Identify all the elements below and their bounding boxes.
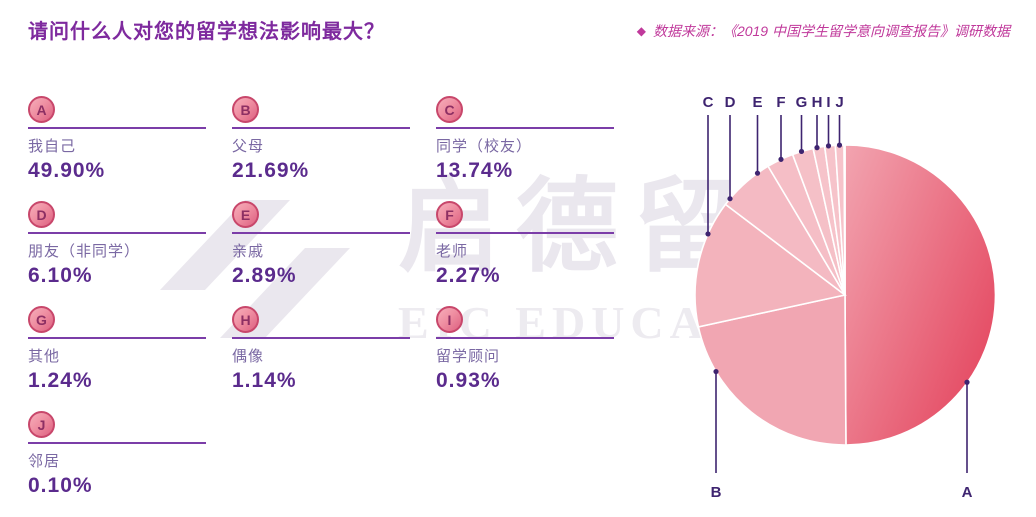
legend-badge-e: E [232, 201, 259, 228]
pie-label-I: I [826, 94, 830, 111]
legend-value: 1.24% [28, 369, 93, 392]
legend-divider [28, 127, 206, 129]
data-source: ◆ 数据来源：《2019 中国学生留学意向调查报告》调研数据 [637, 21, 1010, 41]
legend-value: 0.93% [436, 369, 501, 392]
legend-badge-a: A [28, 96, 55, 123]
legend-label: 同学（校友） [436, 138, 533, 155]
callout-dot-D [727, 196, 733, 202]
badge-letter: A [36, 101, 47, 118]
legend-item-g: G 其他 1.24% [28, 306, 232, 411]
legend-item-h: H 偶像 1.14% [232, 306, 436, 411]
pie-slice-J [843, 144, 846, 296]
legend-label: 朋友（非同学） [28, 243, 141, 260]
legend-value: 2.27% [436, 264, 501, 287]
pie-slice-C [694, 203, 847, 328]
legend-label: 我自己 [28, 138, 77, 155]
callout-dot-E [754, 170, 761, 176]
legend-divider [28, 232, 206, 234]
pie-slice-B [697, 294, 847, 446]
pie-label-G: G [796, 94, 808, 111]
pie-label-F: F [776, 94, 785, 111]
badge-letter: C [444, 101, 455, 118]
legend-divider [28, 442, 206, 444]
legend-item-e: E 亲戚 2.89% [232, 201, 436, 306]
legend-label: 老师 [436, 243, 469, 260]
pie-label-B: B [711, 484, 722, 501]
legend-item-j: J 邻居 0.10% [28, 411, 232, 516]
legend-item-i: I 留学顾问 0.93% [436, 306, 641, 411]
legend-value: 21.69% [232, 159, 310, 182]
callout-dot-C [705, 231, 711, 237]
legend-item-c: C 同学（校友） 13.74% [436, 96, 641, 201]
callout-dot-B [713, 368, 719, 375]
legend-divider [28, 337, 206, 339]
legend-label: 偶像 [232, 348, 265, 365]
legend-divider [436, 127, 614, 129]
badge-letter: E [240, 206, 251, 223]
legend-item-d: D 朋友（非同学） 6.10% [28, 201, 232, 306]
legend-value: 0.10% [28, 474, 93, 497]
legend-value: 1.14% [232, 369, 297, 392]
legend-badge-f: F [436, 201, 463, 228]
callout-dot-J [836, 142, 843, 148]
page-title: 请问什么人对您的留学想法影响最大？ [28, 21, 385, 43]
pie-slice-A [844, 144, 997, 446]
legend-label: 留学顾问 [436, 348, 501, 365]
pie-label-E: E [752, 94, 762, 111]
legend-divider [232, 127, 410, 129]
badge-letter: B [240, 101, 251, 118]
legend-badge-b: B [232, 96, 259, 123]
legend-divider [232, 337, 410, 339]
pie-slices [694, 144, 997, 446]
legend-label: 父母 [232, 138, 265, 155]
pie-label-H: H [812, 94, 823, 111]
legend-value: 2.89% [232, 264, 297, 287]
callout-dot-G [798, 148, 805, 155]
legend-value: 13.74% [436, 159, 514, 182]
badge-letter: F [445, 206, 454, 223]
legend-label: 其他 [28, 348, 61, 365]
legend-divider [436, 232, 614, 234]
legend-badge-d: D [28, 201, 55, 228]
legend-badge-i: I [436, 306, 463, 333]
pie-label-J: J [835, 94, 843, 111]
legend-badge-g: G [28, 306, 55, 333]
badge-letter: D [36, 206, 47, 223]
pie-label-A: A [962, 484, 973, 501]
legend-value: 49.90% [28, 159, 106, 182]
badge-letter: I [447, 311, 452, 328]
legend-item-f: F 老师 2.27% [436, 201, 641, 306]
diamond-icon: ◆ [636, 24, 646, 38]
legend-divider [232, 232, 410, 234]
legend-badge-j: J [28, 411, 55, 438]
badge-letter: H [240, 311, 251, 328]
legend-badge-c: C [436, 96, 463, 123]
legend-item-a: A 我自己 49.90% [28, 96, 232, 201]
legend-label: 亲戚 [232, 243, 265, 260]
data-source-text: 数据来源：《2019 中国学生留学意向调查报告》调研数据 [652, 23, 1010, 39]
legend-divider [436, 337, 614, 339]
badge-letter: J [37, 416, 46, 433]
legend-item-b: B 父母 21.69% [232, 96, 436, 201]
pie-label-C: C [703, 94, 714, 111]
pie-label-D: D [725, 94, 736, 111]
badge-letter: G [36, 311, 47, 328]
callout-dot-H [814, 145, 820, 151]
callout-dot-I [825, 143, 832, 149]
legend-value: 6.10% [28, 264, 93, 287]
legend-badge-h: H [232, 306, 259, 333]
legend-grid: A 我自己 49.90% B 父母 21.69% C 同学（校友） 13.74%… [28, 96, 641, 516]
pie-callouts: C D E F G H I J B A [703, 94, 973, 501]
callout-dot-A [964, 379, 970, 385]
callout-dot-F [778, 156, 784, 162]
legend-label: 邻居 [28, 453, 61, 470]
